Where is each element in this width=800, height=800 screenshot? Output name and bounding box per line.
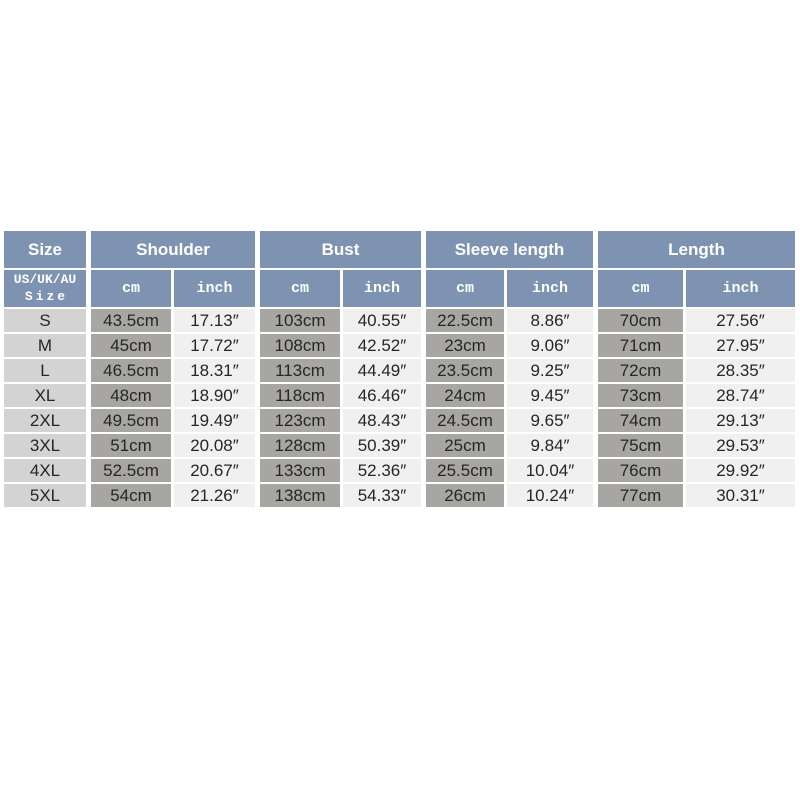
size-label-cell: 5XL [4, 484, 86, 507]
measurement-cell: 27.95″ [686, 334, 795, 357]
measurement-cell: 17.72″ [174, 334, 255, 357]
measurement-cell: 123cm [260, 409, 340, 432]
unit-header-sleeve-cm: cm [426, 270, 504, 307]
measurement-cell: 76cm [598, 459, 683, 482]
measurement-cell: 23.5cm [426, 359, 504, 382]
column-group-size: Size US/UK/AU Size S M L XL 2XL 3XL 4XL … [4, 231, 86, 507]
size-chart-table: Size US/UK/AU Size S M L XL 2XL 3XL 4XL … [4, 231, 795, 507]
measurement-cell: 25cm [426, 434, 504, 457]
measurement-cell: 113cm [260, 359, 340, 382]
header-length: Length [598, 231, 795, 268]
measurement-cell: 29.53″ [686, 434, 795, 457]
measurement-cell: 128cm [260, 434, 340, 457]
measurement-cell: 40.55″ [343, 309, 421, 332]
measurement-cell: 73cm [598, 384, 683, 407]
header-bust: Bust [260, 231, 421, 268]
size-label-cell: 3XL [4, 434, 86, 457]
header-sleeve-length: Sleeve length [426, 231, 593, 268]
measurement-cell: 30.31″ [686, 484, 795, 507]
size-label-cell: XL [4, 384, 86, 407]
measurement-cell: 10.24″ [507, 484, 593, 507]
measurement-cell: 20.08″ [174, 434, 255, 457]
measurement-cell: 8.86″ [507, 309, 593, 332]
measurement-cell: 44.49″ [343, 359, 421, 382]
measurement-cell: 74cm [598, 409, 683, 432]
size-label-cell: S [4, 309, 86, 332]
measurement-cell: 22.5cm [426, 309, 504, 332]
unit-header-shoulder-cm: cm [91, 270, 171, 307]
subheader-us-uk-au-size: US/UK/AU Size [4, 270, 86, 307]
measurement-cell: 24cm [426, 384, 504, 407]
measurement-cell: 26cm [426, 484, 504, 507]
measurement-cell: 48cm [91, 384, 171, 407]
unit-header-sleeve-inch: inch [507, 270, 593, 307]
measurement-cell: 9.65″ [507, 409, 593, 432]
measurement-cell: 138cm [260, 484, 340, 507]
column-group-bust: Bust cm inch 103cm 40.55″ 108cm 42.52″ 1… [260, 231, 421, 507]
measurement-cell: 45cm [91, 334, 171, 357]
unit-header-bust-cm: cm [260, 270, 340, 307]
measurement-cell: 54.33″ [343, 484, 421, 507]
measurement-cell: 42.52″ [343, 334, 421, 357]
measurement-cell: 18.31″ [174, 359, 255, 382]
measurement-cell: 72cm [598, 359, 683, 382]
measurement-cell: 25.5cm [426, 459, 504, 482]
measurement-cell: 19.49″ [174, 409, 255, 432]
column-group-shoulder: Shoulder cm inch 43.5cm 17.13″ 45cm 17.7… [91, 231, 255, 507]
subheader-size-word: Size [24, 288, 69, 304]
column-group-sleeve-length: Sleeve length cm inch 22.5cm 8.86″ 23cm … [426, 231, 593, 507]
size-label-cell: 4XL [4, 459, 86, 482]
measurement-cell: 70cm [598, 309, 683, 332]
subheader-size-region: US/UK/AU [13, 271, 77, 287]
measurement-cell: 50.39″ [343, 434, 421, 457]
unit-header-shoulder-inch: inch [174, 270, 255, 307]
size-label-cell: L [4, 359, 86, 382]
measurement-cell: 108cm [260, 334, 340, 357]
measurement-cell: 71cm [598, 334, 683, 357]
header-shoulder: Shoulder [91, 231, 255, 268]
measurement-cell: 18.90″ [174, 384, 255, 407]
measurement-cell: 103cm [260, 309, 340, 332]
measurement-cell: 118cm [260, 384, 340, 407]
measurement-cell: 9.06″ [507, 334, 593, 357]
measurement-cell: 9.25″ [507, 359, 593, 382]
unit-header-bust-inch: inch [343, 270, 421, 307]
measurement-cell: 27.56″ [686, 309, 795, 332]
measurement-cell: 52.5cm [91, 459, 171, 482]
measurement-cell: 29.92″ [686, 459, 795, 482]
measurement-cell: 9.84″ [507, 434, 593, 457]
measurement-cell: 54cm [91, 484, 171, 507]
measurement-cell: 9.45″ [507, 384, 593, 407]
measurement-cell: 48.43″ [343, 409, 421, 432]
measurement-cell: 133cm [260, 459, 340, 482]
unit-header-length-inch: inch [686, 270, 795, 307]
measurement-cell: 24.5cm [426, 409, 504, 432]
measurement-cell: 46.46″ [343, 384, 421, 407]
measurement-cell: 28.74″ [686, 384, 795, 407]
size-label-cell: 2XL [4, 409, 86, 432]
measurement-cell: 10.04″ [507, 459, 593, 482]
measurement-cell: 21.26″ [174, 484, 255, 507]
unit-header-length-cm: cm [598, 270, 683, 307]
header-size: Size [4, 231, 86, 268]
measurement-cell: 77cm [598, 484, 683, 507]
measurement-cell: 51cm [91, 434, 171, 457]
measurement-cell: 17.13″ [174, 309, 255, 332]
measurement-cell: 75cm [598, 434, 683, 457]
measurement-cell: 28.35″ [686, 359, 795, 382]
measurement-cell: 52.36″ [343, 459, 421, 482]
measurement-cell: 49.5cm [91, 409, 171, 432]
measurement-cell: 46.5cm [91, 359, 171, 382]
size-label-cell: M [4, 334, 86, 357]
measurement-cell: 23cm [426, 334, 504, 357]
measurement-cell: 43.5cm [91, 309, 171, 332]
measurement-cell: 20.67″ [174, 459, 255, 482]
column-group-length: Length cm inch 70cm 27.56″ 71cm 27.95″ 7… [598, 231, 795, 507]
measurement-cell: 29.13″ [686, 409, 795, 432]
